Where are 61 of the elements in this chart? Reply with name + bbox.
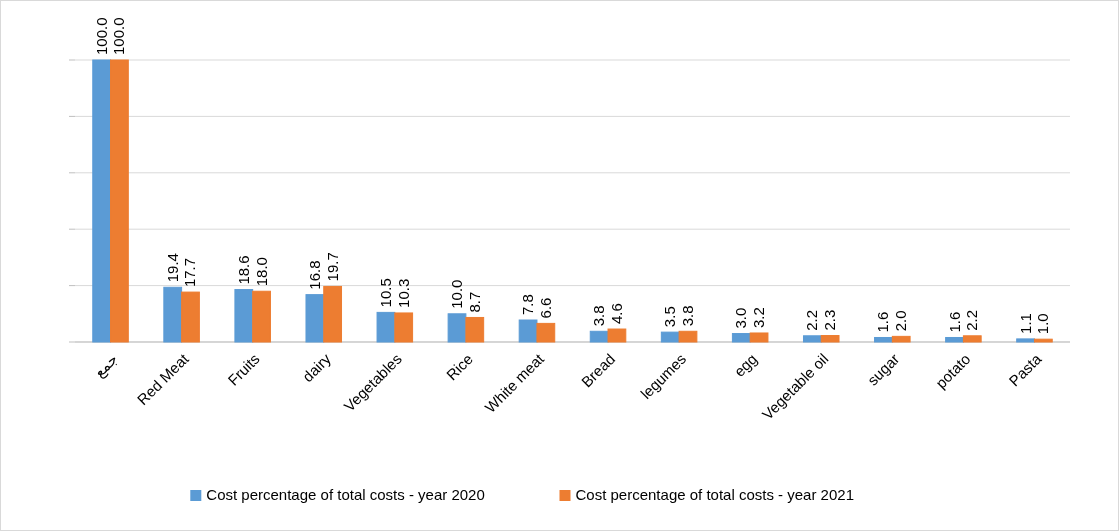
data-label: 3.8 (590, 305, 608, 327)
bar (234, 289, 254, 343)
legend-label: Cost percentage of total costs - year 2021 (575, 486, 854, 503)
bar (607, 328, 627, 343)
bar (447, 313, 467, 343)
bar (305, 294, 325, 343)
data-label: 10.3 (394, 278, 412, 308)
data-label: 1.6 (945, 311, 963, 333)
data-label: 3.5 (661, 306, 679, 328)
x-tick-label: egg (730, 350, 761, 380)
data-label: 19.7 (323, 252, 341, 282)
bar (678, 330, 698, 343)
bar (181, 291, 200, 343)
bar (874, 336, 893, 343)
data-label: 2.0 (892, 310, 910, 332)
data-label: 19.4 (163, 253, 181, 283)
x-tick-label: جمع (90, 350, 122, 382)
bar (731, 333, 751, 343)
data-label: 10.5 (376, 278, 394, 308)
bar (323, 285, 343, 343)
data-label: 1.1 (1016, 313, 1034, 334)
bar (536, 322, 556, 343)
data-label: 2.2 (963, 309, 981, 331)
bar (394, 312, 414, 343)
data-label: 8.7 (465, 291, 483, 313)
bar (589, 330, 609, 343)
data-label: 17.7 (181, 257, 199, 288)
data-label: 2.2 (803, 309, 821, 331)
data-label: 1.6 (874, 311, 892, 333)
data-label: 1.0 (1034, 313, 1052, 335)
data-label: 10.0 (448, 279, 466, 309)
bar (1016, 338, 1035, 343)
bar (820, 335, 840, 343)
data-label: 100.0 (110, 17, 128, 55)
data-label: 4.6 (607, 303, 625, 325)
bar (962, 335, 982, 343)
data-label: 16.8 (305, 260, 323, 290)
bar (376, 311, 396, 343)
bar (252, 290, 271, 343)
data-label: 18.6 (234, 255, 252, 285)
data-label: 100.0 (92, 17, 110, 55)
legend-label: Cost percentage of total costs - year 2020 (206, 486, 485, 503)
bar (945, 336, 964, 343)
data-label: 18.0 (252, 257, 270, 287)
bar (1033, 338, 1053, 343)
bar (802, 335, 822, 343)
bar (891, 335, 911, 343)
bar (465, 316, 485, 343)
x-tick-label: Rice (442, 350, 477, 384)
bar (518, 319, 538, 343)
bar (163, 286, 183, 343)
data-label: 3.0 (732, 307, 750, 329)
bar (110, 59, 129, 343)
data-label: 6.6 (536, 297, 554, 319)
data-label: 3.8 (678, 305, 696, 327)
bar (749, 332, 769, 343)
data-label: 2.3 (821, 309, 839, 331)
data-label: 3.2 (750, 307, 768, 328)
data-label: 7.8 (519, 294, 537, 315)
bar (660, 331, 680, 343)
bar (92, 59, 112, 343)
